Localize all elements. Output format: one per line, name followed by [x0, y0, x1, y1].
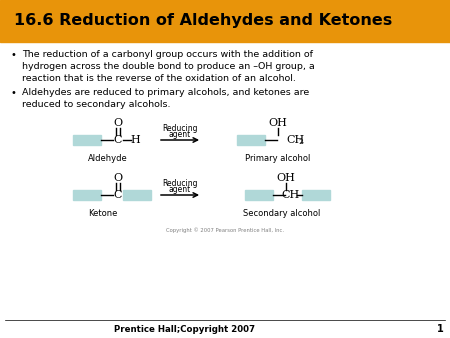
Text: CH: CH [286, 135, 304, 145]
Bar [73, 190, 101, 200]
Text: agent: agent [169, 185, 191, 194]
Text: C: C [114, 135, 122, 145]
Bar [302, 190, 330, 200]
Text: C: C [114, 190, 122, 200]
Text: Secondary alcohol: Secondary alcohol [243, 209, 321, 218]
Text: Ketone: Ketone [88, 209, 118, 218]
Text: CH: CH [282, 190, 300, 200]
Text: 1: 1 [436, 324, 443, 334]
Text: agent: agent [169, 130, 191, 139]
Text: Reducing: Reducing [162, 124, 198, 133]
Bar [245, 190, 273, 200]
Text: Aldehyde: Aldehyde [88, 154, 128, 163]
Text: O: O [113, 173, 122, 183]
Text: •: • [10, 50, 16, 60]
Text: OH: OH [277, 173, 296, 183]
Bar [123, 190, 151, 200]
Bar [73, 135, 101, 145]
Text: Aldehydes are reduced to primary alcohols, and ketones are
reduced to secondary : Aldehydes are reduced to primary alcohol… [22, 88, 309, 109]
Text: 16.6 Reduction of Aldehydes and Ketones: 16.6 Reduction of Aldehydes and Ketones [14, 14, 392, 28]
Text: Reducing: Reducing [162, 179, 198, 188]
Text: OH: OH [269, 118, 288, 128]
Text: O: O [113, 118, 122, 128]
Text: Copyright © 2007 Pearson Prentice Hall, Inc.: Copyright © 2007 Pearson Prentice Hall, … [166, 227, 284, 233]
Bar [237, 135, 265, 145]
Text: 2: 2 [298, 138, 303, 146]
Bar [0, 0, 450, 42]
Text: Primary alcohol: Primary alcohol [245, 154, 310, 163]
Text: The reduction of a carbonyl group occurs with the addition of
hydrogen across th: The reduction of a carbonyl group occurs… [22, 50, 315, 83]
Text: H: H [130, 135, 140, 145]
Text: Prentice Hall;Copyright 2007: Prentice Hall;Copyright 2007 [114, 324, 256, 334]
Text: •: • [10, 88, 16, 98]
